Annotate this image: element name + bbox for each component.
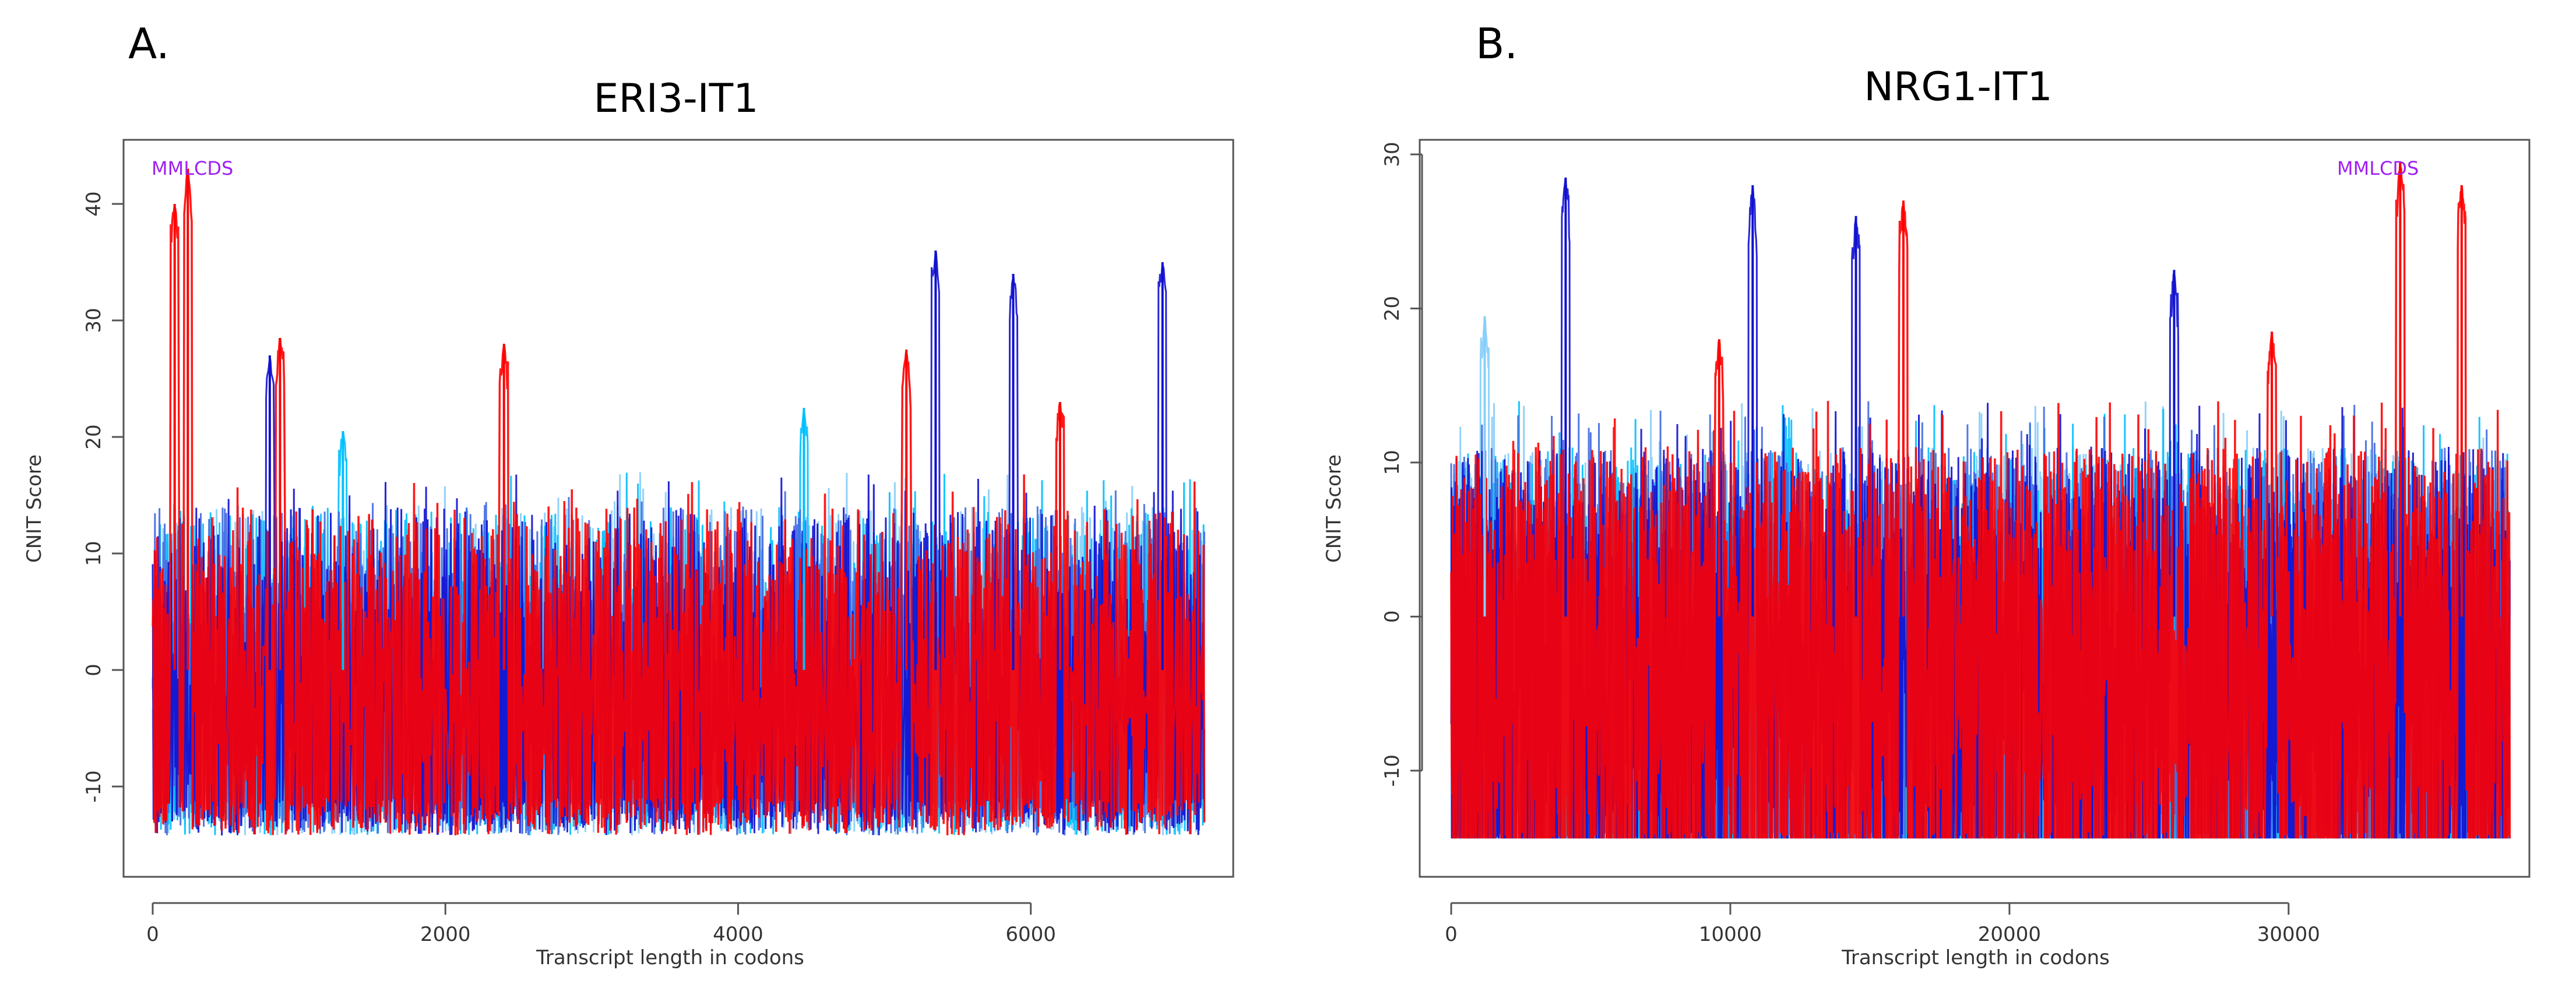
x-tick-label: 20000: [1978, 923, 2041, 946]
x-tick-label: 0: [146, 923, 159, 946]
legend-label-b: MMLCDS: [2337, 157, 2419, 179]
x-tick-label: 30000: [2257, 923, 2320, 946]
series-layer-b: [1450, 162, 2511, 839]
x-axis-label-b: Transcript length in codons: [1841, 946, 2110, 969]
y-tick-label: 40: [82, 191, 105, 216]
y-tick-label: 10: [82, 541, 105, 566]
y-axis-label-b: CNIT Score: [1322, 454, 1346, 563]
y-axis-label-a: CNIT Score: [23, 454, 46, 563]
y-tick-label: 0: [1381, 611, 1404, 623]
x-axis-label-a: Transcript length in codons: [536, 946, 804, 969]
legend-label-a: MMLCDS: [152, 157, 233, 179]
y-tick-label: 30: [1381, 142, 1404, 167]
y-tick-label: 20: [82, 424, 105, 449]
panel-label-a: A.: [128, 19, 170, 68]
chart-panel-a: A. ERI3-IT1 0 2000 4000 6000 -10 0 10 20 30 40 MM…: [23, 19, 1234, 969]
y-tick-label: -10: [82, 770, 105, 803]
panel-label-b: B.: [1476, 19, 1518, 68]
chart-title-b: NRG1-IT1: [1864, 64, 2052, 110]
x-tick-label: 4000: [713, 923, 763, 946]
y-tick-label: 10: [1381, 450, 1404, 475]
chart-panel-b: B. NRG1-IT1 0 10000 20000 30000 -10 0 10 20 30 M…: [1322, 19, 2531, 969]
y-tick-label: 30: [82, 308, 105, 333]
x-tick-label: 2000: [420, 923, 471, 946]
x-tick-label: 6000: [1005, 923, 1056, 946]
chart-title-a: ERI3-IT1: [594, 76, 759, 122]
plot-frame-b: [1419, 139, 2531, 878]
series-line-red: [152, 168, 1206, 835]
y-tick-label: 20: [1381, 296, 1404, 321]
axes-a: 0 2000 4000 6000 -10 0 10 20 30 40: [82, 191, 1056, 946]
series-line-red: [1450, 163, 2511, 839]
y-tick-label: 0: [82, 664, 105, 676]
x-tick-label: 10000: [1699, 923, 1762, 946]
y-tick-label: -10: [1381, 754, 1404, 787]
axes-b: 0 10000 20000 30000 -10 0 10 20 30: [1381, 142, 2320, 946]
x-tick-label: 0: [1445, 923, 1458, 946]
series-layer-a: [152, 168, 1206, 836]
